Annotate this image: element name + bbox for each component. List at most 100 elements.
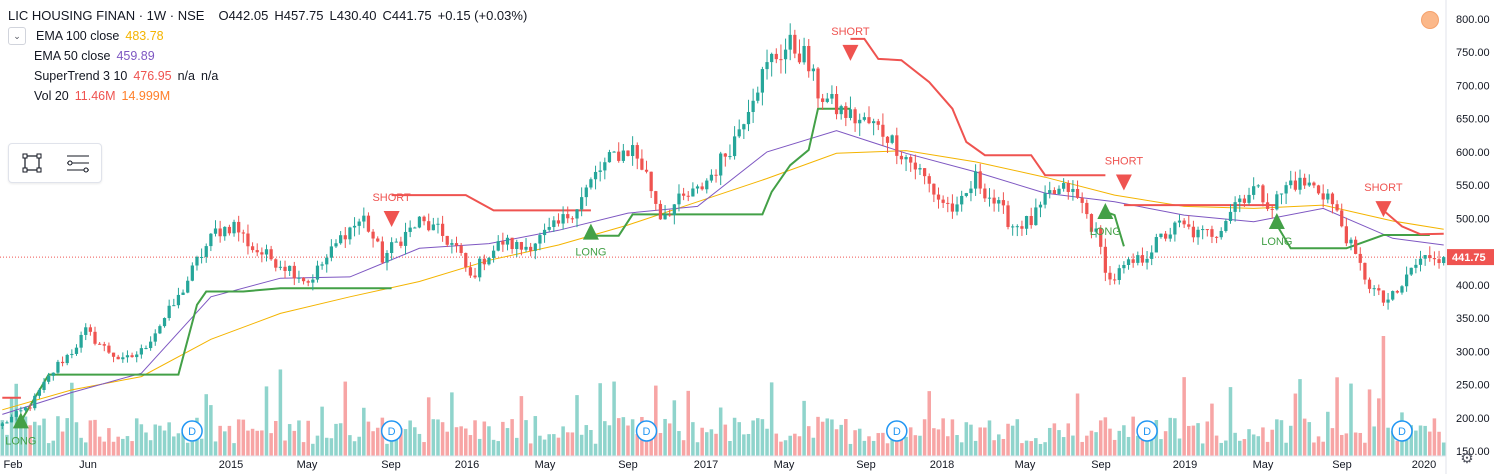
- long-signal-label: LONG: [575, 247, 606, 259]
- candle-body: [1034, 207, 1038, 226]
- volume-bar: [533, 416, 538, 456]
- candle-body: [1201, 229, 1205, 231]
- volume-bar: [519, 396, 524, 456]
- candle-body: [756, 92, 760, 101]
- volume-bar: [547, 434, 551, 456]
- alert-dot-icon[interactable]: [1421, 11, 1439, 29]
- volume-bar: [1131, 416, 1135, 456]
- candle-body: [445, 235, 449, 245]
- short-signal-label: SHORT: [372, 192, 411, 204]
- candle-body: [334, 243, 338, 247]
- candle-body: [9, 416, 14, 423]
- volume-bar: [973, 440, 978, 456]
- volume-bar: [793, 433, 797, 456]
- volume-bar: [422, 442, 426, 456]
- volume-bar: [918, 435, 922, 456]
- indicator-row[interactable]: ⌄ EMA 100 close 483.78: [8, 26, 533, 46]
- volume-bar: [1196, 423, 1200, 456]
- volume-bar: [1136, 435, 1140, 456]
- candle-body: [1085, 202, 1089, 215]
- candle-body: [5, 422, 9, 424]
- candle-body: [695, 186, 700, 189]
- volume-bar: [1043, 442, 1047, 456]
- candle-body: [1349, 239, 1353, 244]
- candle-body: [899, 155, 904, 160]
- candle-body: [1377, 288, 1381, 291]
- candle-body: [417, 216, 422, 228]
- volume-bar: [978, 427, 982, 456]
- volume-bar: [218, 425, 222, 456]
- dividend-marker[interactable]: [380, 420, 403, 442]
- volume-bar: [375, 427, 380, 456]
- volume-bar: [681, 440, 686, 456]
- candle-body: [867, 117, 871, 124]
- volume-bar: [107, 428, 111, 456]
- volume-bar: [1372, 426, 1376, 456]
- lines-icon[interactable]: [65, 150, 91, 176]
- volume-bar: [70, 382, 74, 456]
- dividend-marker[interactable]: [1391, 420, 1413, 442]
- candle-body: [1089, 214, 1094, 232]
- candle-body: [1404, 274, 1409, 287]
- candle-body: [631, 145, 635, 157]
- dividend-marker[interactable]: [181, 420, 203, 442]
- volume-bar: [181, 432, 185, 456]
- candle-body: [1298, 177, 1302, 190]
- indicator-row[interactable]: SuperTrend 3 10 476.95 n/a n/a: [8, 66, 533, 86]
- candle-body: [250, 246, 255, 251]
- volume-bar: [1191, 425, 1196, 456]
- candle-body: [788, 34, 792, 50]
- low-value: L430.40: [329, 8, 377, 23]
- candle-body: [584, 187, 588, 198]
- dividend-marker-label: D: [643, 426, 651, 438]
- indicator-row[interactable]: EMA 50 close 459.89: [8, 46, 533, 66]
- open-value: O442.05: [218, 8, 269, 23]
- volume-bar: [468, 435, 473, 456]
- volume-bar: [88, 420, 93, 456]
- volume-bar: [663, 418, 667, 456]
- candle-body: [491, 250, 496, 258]
- candle-body: [1233, 202, 1237, 212]
- candle-body: [895, 135, 899, 156]
- candle-body: [950, 203, 955, 212]
- volume-bar: [705, 432, 709, 456]
- gear-icon[interactable]: ⚙: [1460, 450, 1474, 467]
- ema100-line: [2, 150, 1444, 411]
- candle-body: [1312, 182, 1316, 186]
- candle-body: [1159, 233, 1163, 238]
- volume-bar: [144, 432, 148, 456]
- volume-bar: [1187, 425, 1191, 456]
- candle-body: [1094, 228, 1098, 232]
- volume-bar: [176, 433, 181, 456]
- indicator-row[interactable]: Vol 20 11.46M 14.999M: [8, 86, 533, 106]
- volume-bar: [1302, 418, 1307, 456]
- candle-body: [783, 49, 788, 60]
- candle-body: [1075, 188, 1080, 198]
- volume-bar: [1098, 420, 1103, 456]
- symbol-title[interactable]: LIC HOUSING FINAN · 1W · NSE: [8, 8, 205, 23]
- candle-body: [1187, 224, 1191, 227]
- candle-body: [394, 241, 398, 243]
- candle-body: [793, 34, 797, 54]
- volume-bar: [125, 436, 130, 456]
- candle-body: [1372, 288, 1376, 290]
- volume-bar: [501, 421, 505, 456]
- volume-bar: [394, 433, 399, 456]
- volume-bar: [1237, 440, 1242, 456]
- dividend-marker[interactable]: [886, 420, 908, 442]
- dividend-marker[interactable]: [635, 420, 658, 442]
- rectangle-icon[interactable]: [19, 150, 45, 176]
- volume-bar: [1441, 442, 1446, 456]
- dividend-marker[interactable]: [1136, 420, 1158, 442]
- price-tick-label: 650.00: [1456, 114, 1490, 126]
- volume-bar: [1219, 442, 1223, 456]
- candle-body: [807, 45, 811, 72]
- candle-body: [1386, 299, 1390, 303]
- chevron-down-icon[interactable]: ⌄: [8, 27, 26, 45]
- long-signal-label: LONG: [1261, 236, 1292, 248]
- candle-body: [858, 119, 862, 124]
- volume-bar: [1228, 387, 1233, 456]
- volume-bar: [853, 430, 857, 456]
- volume-bar: [844, 419, 848, 456]
